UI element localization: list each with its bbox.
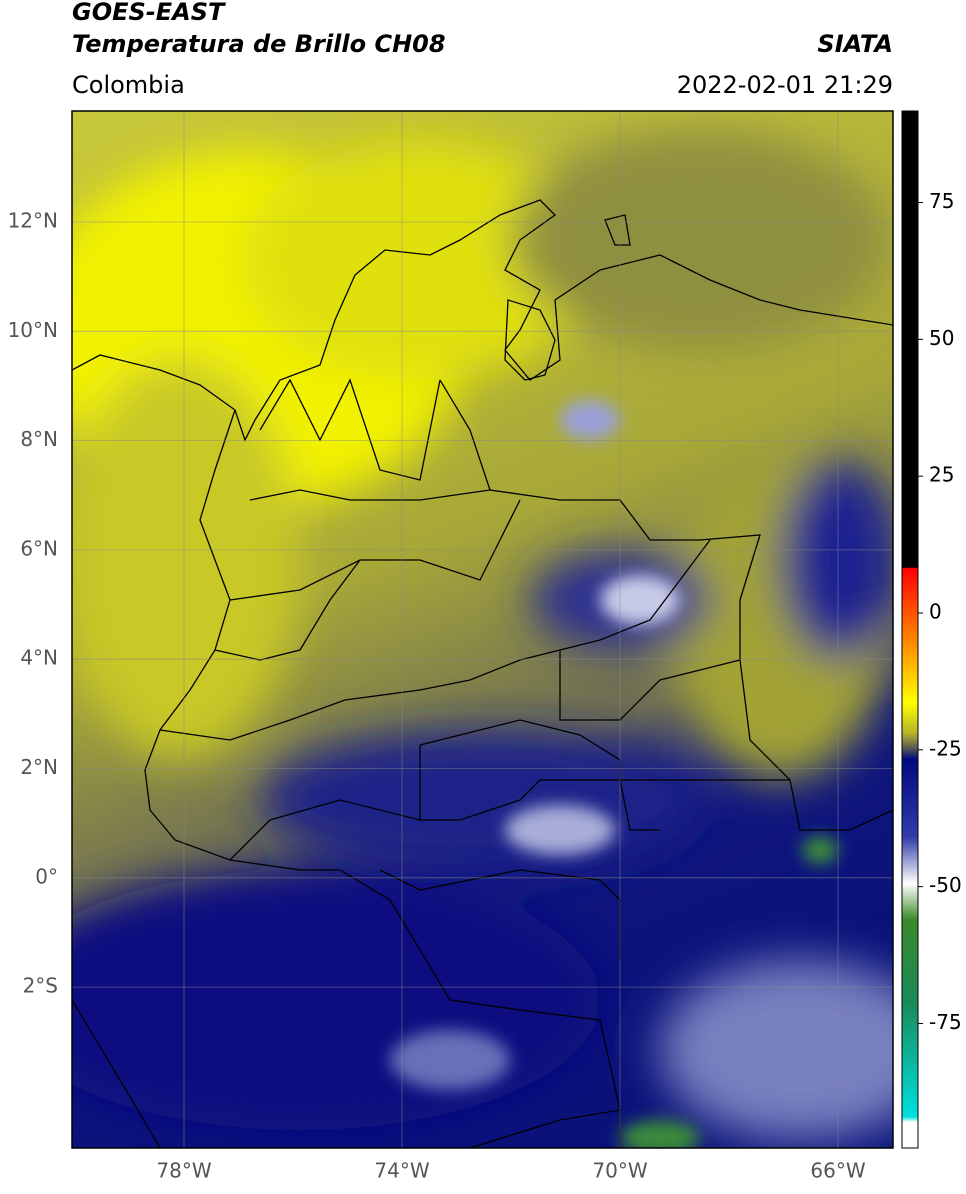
colorbar-tick-label: 25 [929, 463, 954, 487]
lat-tick-label: 4°N [20, 646, 58, 670]
lon-tick-label: 66°W [810, 1159, 865, 1183]
lat-tick-label: 10°N [8, 318, 58, 342]
colorbar-tick-label: -25 [929, 736, 962, 760]
satellite-image [72, 111, 893, 1148]
lon-tick-label: 78°W [156, 1159, 211, 1183]
lat-tick-label: 2°N [20, 755, 58, 779]
datetime-label: 2022-02-01 21:29 [677, 71, 893, 99]
source-title: SIATA [817, 30, 893, 58]
product-title: Temperatura de Brillo CH08 [72, 30, 446, 58]
borders [72, 199, 893, 1148]
lat-tick-label: 6°N [20, 536, 58, 560]
colorbar-tick-label: -50 [929, 873, 962, 897]
colorbar [901, 110, 919, 1149]
lat-tick-label: 0° [35, 864, 58, 888]
lat-tick-label: 8°N [20, 427, 58, 451]
colorbar-tick-label: -75 [929, 1010, 962, 1034]
lat-tick-label: 12°N [8, 209, 58, 233]
region-label: Colombia [72, 71, 185, 99]
colorbar-tick-label: 75 [929, 189, 954, 213]
lat-tick-label: 2°S [23, 974, 58, 998]
lon-tick-label: 74°W [374, 1159, 429, 1183]
satellite-title: GOES-EAST [72, 0, 226, 26]
lon-tick-label: 70°W [592, 1159, 647, 1183]
map-frame [71, 110, 894, 1149]
colorbar-tick-label: 0 [929, 600, 942, 624]
colorbar-tick-label: 50 [929, 326, 954, 350]
